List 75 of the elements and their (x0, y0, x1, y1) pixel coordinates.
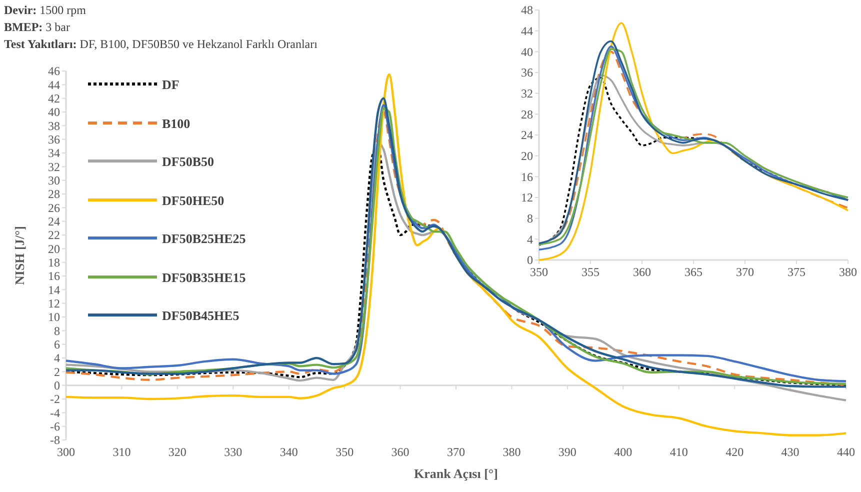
x-tick-label: 440 (837, 445, 855, 459)
y-tick-label: 26 (48, 200, 60, 215)
x-tick-label: 340 (280, 445, 298, 459)
legend-label: DF (162, 77, 180, 92)
y-tick-label: 2 (54, 364, 60, 379)
y-tick-label: -8 (50, 433, 60, 448)
x-tick-label: 330 (224, 445, 242, 459)
y-tick-label: 6 (54, 338, 60, 352)
y-tick-label: 28 (48, 187, 60, 202)
y-tick-label: 18 (48, 256, 60, 270)
y-tick-label: 0 (527, 253, 533, 268)
x-tick-label: 300 (57, 445, 75, 459)
text: Devir: 1500 rpm (4, 3, 87, 17)
y-tick-label: 44 (521, 24, 533, 38)
x-axis-title: Krank Açısı [°] (414, 466, 498, 481)
x-tick-label: 375 (788, 265, 806, 279)
x-tick-label: 360 (391, 445, 410, 459)
legend-label: B100 (162, 116, 190, 132)
y-tick-label: 0 (54, 378, 60, 393)
y-tick-label: 4 (527, 232, 533, 246)
x-tick-label: 365 (684, 265, 702, 279)
x-tick-label: 370 (447, 445, 465, 459)
y-tick-label: 36 (48, 132, 60, 147)
x-tick-label: 355 (582, 265, 600, 279)
y-tick-label: 8 (527, 212, 533, 226)
x-tick-label: 430 (781, 445, 800, 459)
x-tick-label: 350 (530, 265, 548, 279)
y-tick-label: 36 (521, 66, 533, 80)
y-tick-label: -6 (50, 420, 60, 434)
y-tick-label: 14 (48, 282, 60, 297)
legend-label: DF50B45HE5 (162, 308, 240, 324)
x-tick-label: 410 (670, 445, 688, 459)
y-tick-label: 20 (521, 149, 533, 164)
legend-label: DF50HE50 (162, 193, 224, 208)
y-tick-label: 28 (521, 107, 533, 122)
y-tick-label: -4 (50, 406, 60, 420)
y-tick-label: 8 (54, 324, 60, 338)
y-tick-label: 12 (48, 296, 60, 311)
x-tick-label: 390 (558, 445, 576, 459)
legend-label: DF50B25HE25 (162, 231, 246, 246)
y-tick-label: 22 (48, 228, 60, 242)
text: Test Yakıtları: DF, B100, DF50B50 ve Hekzanol Farklı Oranları (4, 37, 318, 51)
y-tick-label: 16 (48, 269, 60, 284)
y-tick-label: 42 (48, 92, 60, 106)
x-tick-label: 380 (502, 445, 521, 459)
y-tick-label: 38 (48, 118, 60, 133)
y-tick-label: 34 (48, 146, 60, 160)
x-tick-label: 360 (633, 265, 651, 279)
y-tick-label: 44 (48, 78, 60, 92)
x-tick-label: 320 (168, 445, 186, 459)
y-tick-label: 46 (48, 64, 60, 78)
y-tick-label: 4 (54, 351, 60, 366)
legend-label: DF50B50 (162, 154, 214, 170)
y-tick-label: 16 (521, 170, 533, 184)
y-tick-label: 40 (521, 44, 533, 59)
y-tick-label: 40 (48, 105, 60, 120)
y-tick-label: -2 (50, 392, 60, 406)
y-tick-label: 30 (48, 174, 60, 188)
y-tick-label: 20 (48, 242, 60, 256)
x-tick-label: 420 (726, 445, 744, 459)
x-tick-label: 380 (839, 265, 857, 279)
y-tick-label: 32 (521, 86, 533, 101)
y-tick-label: 12 (521, 190, 533, 205)
y-tick-label: 32 (48, 160, 60, 174)
x-tick-label: 310 (112, 445, 131, 459)
text: BMEP: 3 bar (4, 20, 70, 34)
y-tick-label: 10 (48, 310, 60, 324)
y-tick-label: 48 (521, 3, 533, 18)
x-tick-label: 350 (336, 445, 354, 459)
legend-label: DF50B35HE15 (162, 270, 246, 286)
x-tick-label: 400 (614, 445, 632, 459)
y-tick-label: 24 (521, 128, 533, 142)
y-tick-label: 24 (48, 214, 60, 229)
y-axis-title: NISH [J/°] (12, 226, 27, 286)
x-tick-label: 370 (736, 265, 754, 279)
